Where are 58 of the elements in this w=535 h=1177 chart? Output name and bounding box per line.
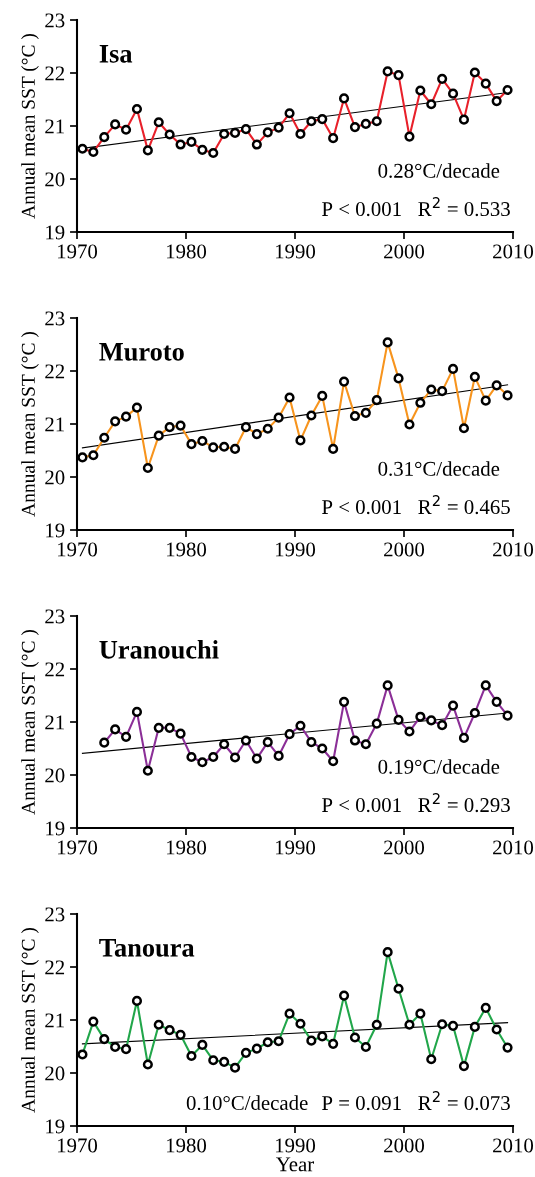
y-tick-label: 20 <box>45 768 65 783</box>
x-tick-label: 1970 <box>58 840 98 855</box>
y-tick-label: 22 <box>45 662 65 677</box>
x-tick-label: 1990 <box>276 840 316 855</box>
x-tick-label: 1970 <box>58 1138 98 1153</box>
x-tick-label: 1980 <box>167 244 207 259</box>
annotation: 0.28°C/decade <box>378 163 500 178</box>
x-tick-label: 2010 <box>493 1138 534 1153</box>
point <box>77 143 88 154</box>
y-tick-label: 21 <box>45 1013 64 1028</box>
y-tick-label: 19 <box>46 523 65 538</box>
x-tick-label: 2000 <box>384 1138 425 1153</box>
annotation: P < 0.001 R$^{2}$ = 0.465 <box>322 495 510 515</box>
x-tick-label: 1980 <box>167 1138 207 1153</box>
y-tick-label: 20 <box>45 1066 65 1081</box>
x-tick-label: 1990 <box>276 1138 316 1153</box>
y-tick-label: 21 <box>45 715 64 730</box>
annotation: P = 0.091 R$^{2}$ = 0.073 <box>322 1091 510 1111</box>
x-tick-label: 2000 <box>384 542 425 557</box>
x-tick-label: 1980 <box>167 542 207 557</box>
annotation: 0.31°C/decade <box>378 461 500 476</box>
y-tick-label: 21 <box>45 119 64 134</box>
y-tick-label: 19 <box>46 1119 65 1134</box>
x-tick-label: 1990 <box>276 244 316 259</box>
y-tick-label: 22 <box>45 364 65 379</box>
x-tick-label: 1970 <box>58 244 98 259</box>
y-tick-label: 19 <box>46 821 65 836</box>
x-tick-label: 1970 <box>58 542 98 557</box>
x-axis-title: Year <box>276 1157 315 1172</box>
text: Uranouchi <box>99 640 219 659</box>
y-tick-label: 19 <box>46 225 65 240</box>
annotation: 0.10°C/decade <box>186 1095 308 1111</box>
text: Isa <box>99 45 133 63</box>
y-axis-title: Annual mean SST (°C ) <box>21 928 39 1113</box>
x-tick-label: 2000 <box>384 244 425 259</box>
y-tick-label: 23 <box>45 609 65 624</box>
x-tick-label: 2010 <box>493 244 534 259</box>
y-tick-label: 23 <box>45 907 65 922</box>
x-tick-label: 2010 <box>493 542 534 557</box>
annotation: P < 0.001 R$^{2}$ = 0.533 <box>322 197 510 217</box>
text: Tanoura <box>99 939 195 957</box>
y-axis-title: Annual mean SST (°C ) <box>21 630 39 815</box>
y-tick-label: 23 <box>45 311 65 326</box>
x-tick-label: 2010 <box>493 840 534 855</box>
y-tick-label: 22 <box>45 66 65 81</box>
x-tick-label: 1990 <box>276 542 316 557</box>
y-tick-label: 20 <box>45 470 65 485</box>
annotation: P < 0.001 R$^{2}$ = 0.293 <box>322 793 510 813</box>
y-axis-title: Annual mean SST (°C ) <box>21 34 39 219</box>
y-tick-label: 23 <box>45 13 65 28</box>
x-tick-label: 2000 <box>384 840 425 855</box>
y-axis-title: Annual mean SST (°C ) <box>21 332 39 517</box>
y-tick-label: 21 <box>45 417 64 432</box>
y-tick-label: 22 <box>45 960 65 975</box>
annotation: 0.19°C/decade <box>378 759 500 774</box>
text: Muroto <box>99 343 184 361</box>
x-tick-label: 1980 <box>167 840 207 855</box>
y-tick-label: 20 <box>45 172 65 187</box>
